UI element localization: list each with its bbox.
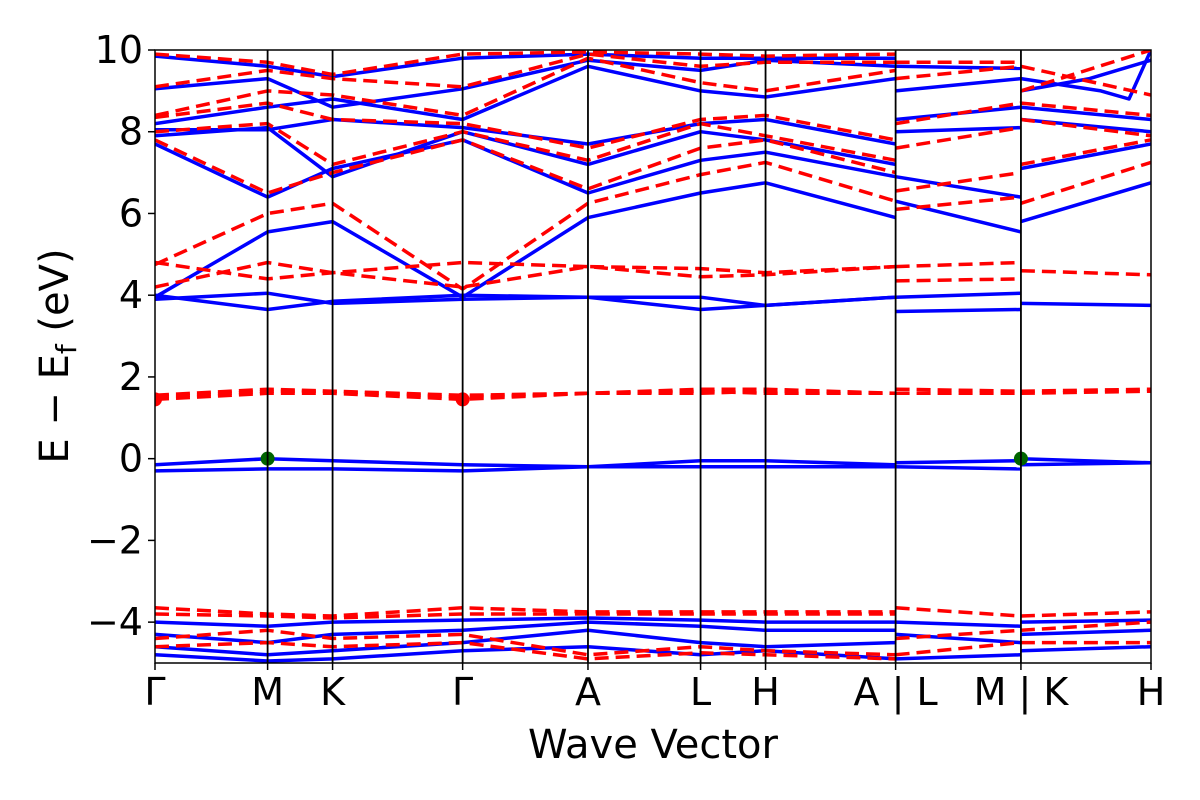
band-line-spin-down-8 [155,101,896,150]
band-line-spin-down-34 [1020,117,1151,138]
x-tick-label: M | K [974,670,1070,715]
plot-area [155,50,1151,663]
band-line-spin-up-9 [155,58,896,109]
band-line-spin-up-39 [1020,644,1151,653]
band-line-spin-up-24 [895,64,1021,71]
band-line-spin-down-7 [155,121,896,167]
y-axis-title: E − Ef (eV) [32,248,83,463]
y-tick-label: 2 [119,355,143,399]
band-line-spin-up-35 [1020,58,1151,93]
band-line-spin-up-4 [155,181,897,299]
band-line-spin-up-23 [895,76,1022,93]
band-line-spin-up-21 [895,125,1021,134]
band-line-spin-down-32 [1020,160,1151,205]
band-line-spin-down-9 [155,56,896,118]
y-tick-label: −2 [87,518,143,562]
band-line-spin-up-30 [1020,301,1151,308]
x-tick-label: A | L [854,670,938,715]
band-line-spin-up-26 [895,632,1022,645]
band-line-spin-down-39 [1020,620,1151,633]
x-tick-label: A [575,670,601,714]
band-line-spin-down-21 [895,170,1022,193]
band-line-spin-up-16 [895,465,1021,471]
band-line-spin-down-13 [155,612,896,620]
band-line-spin-up-6 [155,125,896,179]
band-line-spin-up-13 [155,628,896,657]
band-line-spin-down-15 [155,640,896,661]
band-line-spin-up-25 [895,620,1021,628]
y-axis-title-main: E − E [32,354,78,464]
y-tick-label: 10 [95,28,143,72]
band-line-spin-down-33 [1020,138,1151,167]
x-tick-label: Γ [144,670,165,714]
x-tick-label: K [320,670,346,714]
band-line-spin-down-35 [1020,101,1151,118]
band-line-spin-up-29 [1020,456,1151,465]
band-line-spin-up-10 [155,52,896,79]
band-line-spin-down-26 [895,606,1022,618]
band-line-spin-up-2 [155,293,896,312]
y-tick-label: 4 [119,273,143,317]
band-line-spin-up-37 [1020,618,1151,624]
band-line-spin-down-2 [155,387,896,398]
band-line-spin-up-27 [895,653,1021,661]
y-axis-title-unit: (eV) [32,248,78,344]
band-line-spin-up-3 [155,291,896,308]
band-line-spin-up-15 [895,458,1021,465]
x-tick-label: Γ [452,670,473,714]
y-tick-label: 8 [119,110,143,154]
y-tick-label: −4 [87,600,143,644]
band-line-spin-down-23 [895,101,1022,126]
band-line-spin-down-37 [1020,64,1151,97]
band-line-spin-down-12 [155,606,896,618]
y-axis-ticks: −4 −2 0 2 4 6 8 10 [87,28,155,644]
band-line-spin-up-20 [895,174,1022,199]
band-line-spin-up-1 [155,456,896,469]
band-line-spin-down-30 [1020,387,1151,393]
x-tick-label: H [751,670,780,714]
band-line-spin-down-29 [1020,389,1151,396]
band-line-spin-down-38 [1020,610,1151,618]
x-tick-label: L [690,670,711,714]
band-line-spin-up-5 [155,138,896,199]
x-axis-title: Wave Vector [528,722,779,768]
band-line-spin-down-31 [1020,268,1151,277]
band-line-spin-down-22 [895,125,1022,150]
band-line-spin-up-36 [1020,50,1151,101]
y-tick-label: 6 [119,191,143,235]
band-line-spin-up-14 [155,644,896,663]
band-line-spin-up-7 [155,117,896,146]
band-line-spin-up-38 [1020,628,1151,637]
y-tick-label: 0 [119,437,143,481]
band-line-spin-down-36 [1020,50,1151,93]
band-line-spin-up-0 [155,465,896,473]
band-line-spin-up-11 [155,616,896,628]
band-line-spin-down-17 [895,387,1021,393]
band-line-spin-up-32 [1020,142,1151,171]
band-line-spin-up-33 [1020,117,1151,134]
plot-frame [154,49,1152,664]
band-line-spin-up-18 [895,291,1021,299]
band-line-spin-up-19 [895,199,1022,234]
band-line-spin-up-12 [155,620,896,645]
x-tick-label: H [1137,670,1166,714]
band-line-spin-down-3 [155,260,896,289]
high-symmetry-lines [266,50,1022,663]
x-tick-label: M [251,670,284,714]
band-line-spin-up-17 [895,307,1021,314]
band-line-spin-down-5 [155,160,897,291]
band-line-spin-up-34 [1020,105,1151,122]
band-edge-marker-2 [155,392,162,407]
band-line-spin-down-6 [155,138,897,195]
band-line-spin-down-28 [895,640,1022,657]
band-line-spin-down-19 [895,260,1021,269]
band-line-spin-down-18 [895,277,1021,283]
band-line-spin-up-31 [1020,181,1151,224]
y-axis-title-subscript: f [50,343,83,354]
band-line-spin-up-8 [155,64,896,126]
